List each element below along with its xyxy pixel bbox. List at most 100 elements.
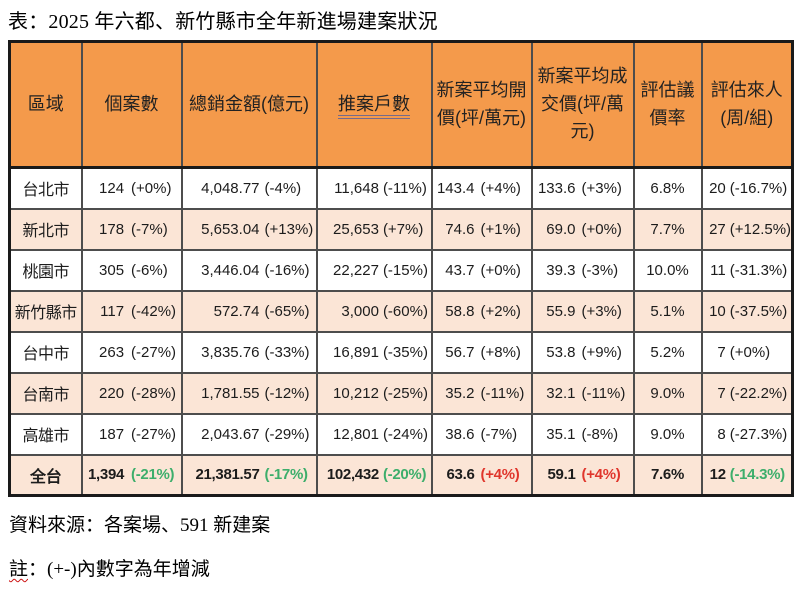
column-label: 推案戶數 (338, 93, 410, 119)
cell-change: (+0%) (480, 261, 521, 279)
cell-value: 10.0% (646, 261, 689, 279)
column-header: 新案平均成交價(坪/萬元) (530, 40, 635, 169)
cell-value: 572.74 (213, 302, 260, 320)
cell-value: 133.6 (537, 179, 576, 197)
data-cell: 8 (-27.3%) (700, 412, 794, 456)
cell-value: 58.8 (445, 302, 475, 320)
column-label: 評估來人(周/組) (710, 79, 783, 128)
data-cell: 572.74 (-65%) (180, 289, 318, 333)
cell-value: 1,781.55 (201, 384, 260, 402)
cell-change: (-11%) (480, 384, 525, 402)
column-label: 個案數 (104, 93, 159, 114)
region-cell: 新竹縣市 (8, 289, 83, 333)
cell-change: (+4%) (480, 466, 520, 484)
cell-value: 20 (709, 179, 726, 197)
data-cell: 74.6 (+1%) (430, 207, 533, 251)
cell-change: (-42%) (131, 302, 177, 320)
cell-value: 5,653.04 (201, 220, 260, 238)
cell-change: (-33%) (264, 343, 310, 361)
cell-value: 10 (709, 302, 726, 320)
data-cell: 58.8 (+2%) (430, 289, 533, 333)
cell-change: (+9%) (581, 343, 622, 361)
data-cell: 55.9 (+3%) (530, 289, 635, 333)
table-row: 全台 1,394 (-21%) 21,381.57 (-17%) 102,432 (-20%… (8, 453, 794, 497)
page-title: 表：2025 年六都、新竹縣市全年新進場建案狀況 (8, 11, 438, 33)
table-row: 新竹縣市 117 (-42%) 572.74 (-65%) 3,000 (-60%) 58.8… (8, 289, 794, 333)
data-cell: 11 (-31.3%) (700, 248, 794, 292)
cell-change: (+3%) (581, 179, 622, 197)
cell-value: 305 (99, 261, 125, 279)
source-note: 資料來源：各案場、591 新建案 (9, 515, 271, 536)
data-cell: 11,648 (-11%) (315, 166, 433, 210)
data-cell: 7.7% (632, 207, 703, 251)
region-cell: 高雄市 (8, 412, 83, 456)
cell-change: (-15%) (382, 261, 428, 279)
cell-change: (-25%) (382, 384, 428, 402)
cell-change: (+4%) (581, 466, 621, 484)
cell-change: (+3%) (581, 302, 622, 320)
data-cell: 5.2% (632, 330, 703, 374)
data-cell: 187 (-27%) (80, 412, 183, 456)
cell-change: (-11%) (581, 384, 626, 402)
cell-value: 56.7 (445, 343, 475, 361)
table-body: 台北市 124 (+0%) 4,048.77 (-4%) 11,648 (-11%) 143.… (8, 166, 794, 497)
data-cell: 1,781.55 (-12%) (180, 371, 318, 415)
cell-value: 5.1% (650, 302, 685, 320)
cell-change: (-35%) (382, 343, 428, 361)
data-cell: 9.0% (632, 371, 703, 415)
region-cell: 台中市 (8, 330, 83, 374)
cell-value: 12 (709, 466, 726, 484)
data-cell: 7.6% (632, 453, 703, 497)
data-cell: 12,801 (-24%) (315, 412, 433, 456)
cell-value: 11 (710, 261, 726, 279)
cell-change: (-8%) (581, 425, 619, 443)
cell-value: 74.6 (445, 220, 475, 238)
footnote-tail: ：(+-)內數字為年增減 (28, 559, 210, 580)
column-header: 區域 (8, 40, 83, 169)
data-cell: 39.3 (-3%) (530, 248, 635, 292)
column-label: 評估議價率 (640, 79, 695, 128)
cell-change: (-21%) (131, 466, 175, 484)
data-cell: 21,381.57 (-17%) (180, 453, 318, 497)
table-row: 桃園市 305 (-6%) 3,446.04 (-16%) 22,227 (-15%) 43.… (8, 248, 794, 292)
cell-value: 117 (100, 302, 125, 320)
data-cell: 20 (-16.7%) (700, 166, 794, 210)
cell-value: 25,653 (333, 220, 379, 238)
data-cell: 10,212 (-25%) (315, 371, 433, 415)
cell-value: 7.6% (651, 466, 684, 484)
table-row: 台南市 220 (-28%) 1,781.55 (-12%) 10,212 (-25%) 35… (8, 371, 794, 415)
cell-change: (-16.7%) (729, 179, 788, 197)
cell-change: (-29%) (264, 425, 310, 443)
cell-value: 178 (99, 220, 125, 238)
cell-value: 9.0% (650, 384, 685, 402)
data-cell: 3,446.04 (-16%) (180, 248, 318, 292)
header-row: 區域 個案數 總銷金額(億元) 推案戶數 新案平均開價(坪/萬元) 新案平均成交價(坪/萬… (8, 40, 794, 169)
region-cell: 台南市 (8, 371, 83, 415)
column-header: 評估來人(周/組) (700, 40, 794, 169)
data-cell: 69.0 (+0%) (530, 207, 635, 251)
cell-change: (+0%) (581, 220, 622, 238)
cell-value: 187 (99, 425, 125, 443)
cell-change: (-28%) (131, 384, 177, 402)
data-cell: 6.8% (632, 166, 703, 210)
data-cell: 220 (-28%) (80, 371, 183, 415)
data-cell: 2,043.67 (-29%) (180, 412, 318, 456)
cell-change: (+0%) (131, 179, 172, 197)
data-cell: 7 (+0%) (700, 330, 794, 374)
region-cell: 桃園市 (8, 248, 83, 292)
cell-change: (-6%) (131, 261, 168, 279)
cell-change: (-24%) (382, 425, 428, 443)
data-cell: 133.6 (+3%) (530, 166, 635, 210)
footnote-head: 註 (9, 559, 29, 580)
data-cell: 22,227 (-15%) (315, 248, 433, 292)
data-cell: 63.6 (+4%) (430, 453, 533, 497)
cell-value: 11,648 (334, 179, 379, 197)
cell-value: 43.7 (445, 261, 475, 279)
cell-change: (-27.3%) (729, 425, 788, 443)
cell-change: (-7%) (131, 220, 168, 238)
cell-value: 35.2 (445, 384, 475, 402)
cell-change: (-17%) (264, 466, 309, 484)
cell-change: (-7%) (480, 425, 518, 443)
data-cell: 178 (-7%) (80, 207, 183, 251)
region-cell: 台北市 (8, 166, 83, 210)
